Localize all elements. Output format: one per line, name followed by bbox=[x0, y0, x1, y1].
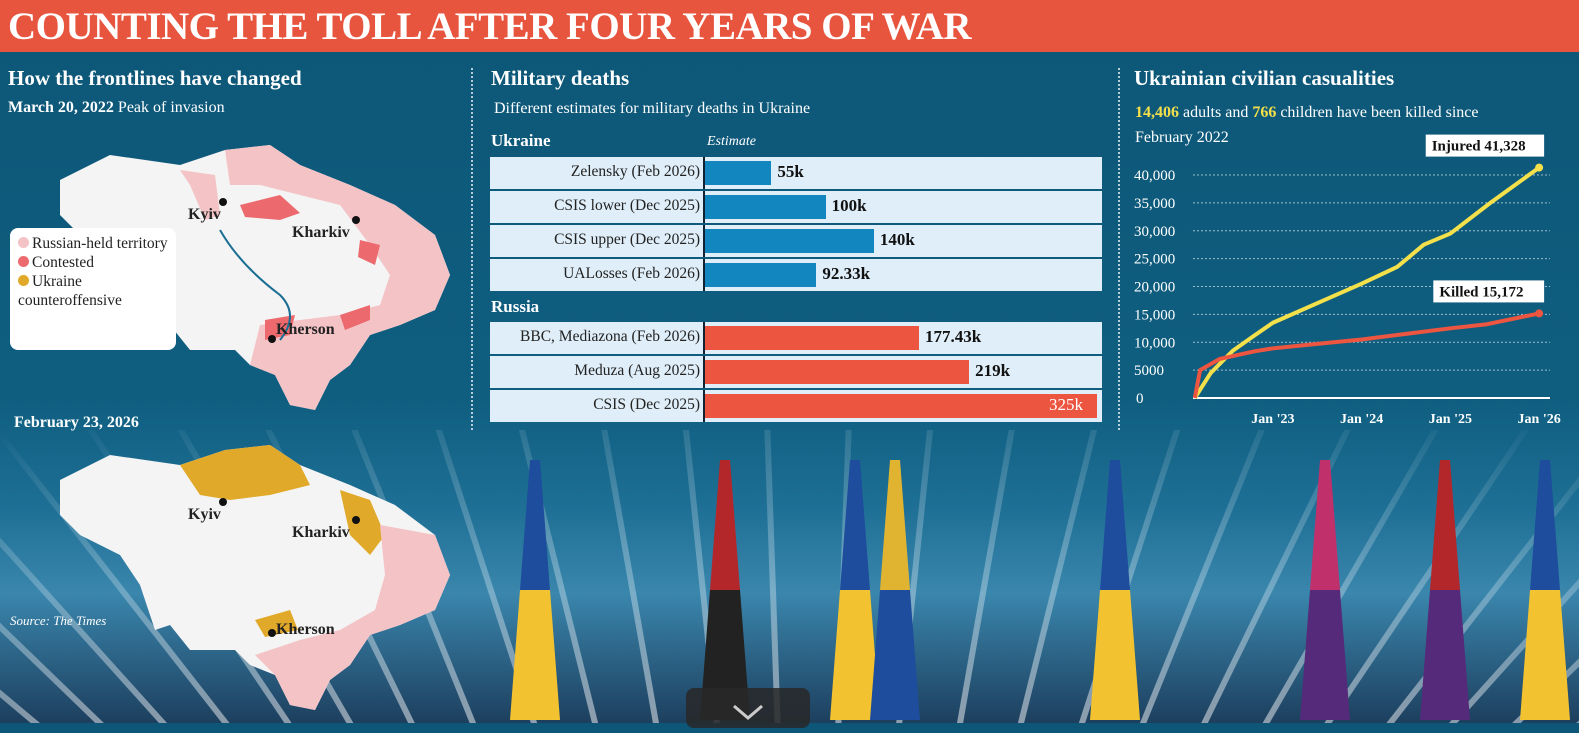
bar-label: Zelensky (Feb 2026) bbox=[570, 163, 700, 180]
axis-line bbox=[703, 356, 705, 388]
source-note: Source: The Times bbox=[10, 613, 107, 628]
title-bar: COUNTING THE TOLL AFTER FOUR YEARS OF WA… bbox=[0, 0, 1579, 52]
ukraine-map-2026 bbox=[60, 445, 450, 710]
series-line-injured bbox=[1193, 165, 1541, 400]
end-point-killed bbox=[1535, 309, 1544, 318]
bar-chart-subtitle: Different estimates for military deaths … bbox=[494, 100, 811, 117]
scroll-down-button[interactable] bbox=[686, 688, 810, 728]
legend-swatch bbox=[18, 275, 29, 286]
bar-chart-title: Military deaths bbox=[491, 66, 630, 90]
bar-label: CSIS upper (Dec 2025) bbox=[554, 231, 700, 248]
city-label-kharkiv: Kharkiv bbox=[292, 524, 350, 541]
callout-label: Killed 15,172 bbox=[1439, 284, 1523, 300]
map1-caption: March 20, 2022 Peak of invasion bbox=[8, 99, 225, 116]
legend-item: Ukraine counteroffensive bbox=[18, 273, 122, 309]
map2-date: February 23, 2026 bbox=[14, 414, 139, 431]
y-tick-label: 25,000 bbox=[1134, 252, 1175, 268]
bar-row: UALosses (Feb 2026) 92.33k bbox=[490, 259, 1102, 291]
city-label-kyiv: Kyiv bbox=[188, 206, 221, 223]
group-label-russia: Russia bbox=[491, 297, 540, 316]
series-line-killed bbox=[1192, 311, 1540, 399]
axis-line bbox=[703, 322, 705, 354]
background-photo bbox=[0, 430, 1579, 723]
city-label-kherson: Kherson bbox=[276, 321, 335, 338]
group-label-ukraine: Ukraine bbox=[491, 131, 551, 150]
callout-box bbox=[1433, 280, 1545, 303]
bar bbox=[705, 394, 1097, 418]
light-beam bbox=[1124, 430, 1288, 723]
axis-line bbox=[703, 390, 705, 422]
bar-label: Meduza (Aug 2025) bbox=[574, 362, 700, 379]
light-beam bbox=[761, 430, 782, 723]
y-tick-label: 10,000 bbox=[1134, 335, 1175, 351]
y-tick-label: 15,000 bbox=[1134, 307, 1175, 323]
bar-value-label: 100k bbox=[831, 196, 867, 215]
maps-heading: How the frontlines have changed bbox=[8, 66, 302, 90]
y-tick-label: 40,000 bbox=[1134, 168, 1175, 184]
bar bbox=[705, 229, 874, 253]
light-beam bbox=[950, 430, 1029, 723]
x-tick-label: Jan '26 bbox=[1518, 412, 1561, 427]
city-label-kharkiv: Kharkiv bbox=[292, 224, 350, 241]
y-tick-label: 35,000 bbox=[1134, 196, 1175, 212]
bar-value-label: 325k bbox=[1049, 395, 1083, 414]
legend-item: Contested bbox=[18, 253, 168, 272]
bar-value-label: 92.33k bbox=[822, 264, 871, 283]
bar bbox=[705, 161, 772, 185]
bar-label: BBC, Mediazona (Feb 2026) bbox=[520, 328, 700, 345]
legend-swatch bbox=[18, 237, 29, 248]
page-title: COUNTING THE TOLL AFTER FOUR YEARS OF WA… bbox=[8, 5, 972, 48]
light-beam bbox=[587, 430, 666, 723]
chevron-down-icon bbox=[733, 704, 763, 720]
bar-row: CSIS lower (Dec 2025) 100k bbox=[490, 191, 1102, 223]
bar-row: CSIS upper (Dec 2025) 140k bbox=[490, 225, 1102, 257]
bar-label: CSIS lower (Dec 2025) bbox=[554, 197, 700, 214]
city-label-kherson: Kherson bbox=[276, 621, 335, 638]
bar-value-label: 177.43k bbox=[925, 327, 982, 346]
bar bbox=[705, 195, 826, 219]
bar bbox=[705, 360, 970, 384]
y-tick-label: 0 bbox=[1136, 391, 1144, 407]
value-header: Estimate bbox=[707, 134, 756, 149]
y-tick-label: 30,000 bbox=[1134, 224, 1175, 240]
flag bbox=[830, 460, 880, 720]
x-tick-label: Jan '25 bbox=[1429, 412, 1472, 427]
line-chart: 0 5000 10,000 15,000 20,000 25,000 30,000 35,00… bbox=[1134, 134, 1561, 427]
line-chart-title: Ukrainian civilian casualities bbox=[1134, 66, 1395, 90]
end-point-injured bbox=[1535, 163, 1544, 172]
bar-label: UALosses (Feb 2026) bbox=[563, 265, 700, 282]
bar-value-label: 55k bbox=[777, 162, 804, 181]
bar-row: CSIS (Dec 2025) 325k bbox=[490, 390, 1102, 422]
bar bbox=[705, 263, 817, 287]
flag bbox=[1420, 460, 1470, 720]
bar-row: Meduza (Aug 2025) 219k bbox=[490, 356, 1102, 388]
axis-line bbox=[703, 225, 705, 257]
flag bbox=[510, 460, 560, 720]
x-tick-label: Jan '23 bbox=[1251, 412, 1294, 427]
axis-line bbox=[703, 157, 705, 189]
flag bbox=[700, 460, 750, 720]
ukraine-map-2022 bbox=[60, 145, 450, 410]
city-label-kyiv: Kyiv bbox=[188, 506, 221, 523]
y-tick-label: 5000 bbox=[1134, 363, 1164, 379]
bar-value-label: 219k bbox=[975, 361, 1011, 380]
bar-row: Zelensky (Feb 2026) 55k bbox=[490, 157, 1102, 189]
divider bbox=[1118, 68, 1120, 430]
line-chart-subtitle: 14,406 adults and 766 children have been… bbox=[1135, 104, 1479, 146]
legend-item: Russian-held territory bbox=[18, 234, 168, 253]
x-tick-label: Jan '24 bbox=[1340, 412, 1383, 427]
bar-value-label: 140k bbox=[879, 230, 915, 249]
flag bbox=[1090, 460, 1140, 720]
legend-swatch bbox=[18, 256, 29, 267]
bar bbox=[705, 326, 919, 350]
axis-line bbox=[703, 191, 705, 223]
callout-label: Injured 41,328 bbox=[1432, 139, 1526, 155]
bar-row: BBC, Mediazona (Feb 2026) 177.43k bbox=[490, 322, 1102, 354]
map-legend: Russian-held territory Contested Ukraine… bbox=[10, 228, 176, 350]
bar-label: CSIS (Dec 2025) bbox=[593, 396, 700, 413]
y-tick-label: 20,000 bbox=[1134, 280, 1175, 296]
divider bbox=[471, 68, 473, 430]
callout-box bbox=[1425, 134, 1545, 157]
axis-line bbox=[703, 259, 705, 291]
